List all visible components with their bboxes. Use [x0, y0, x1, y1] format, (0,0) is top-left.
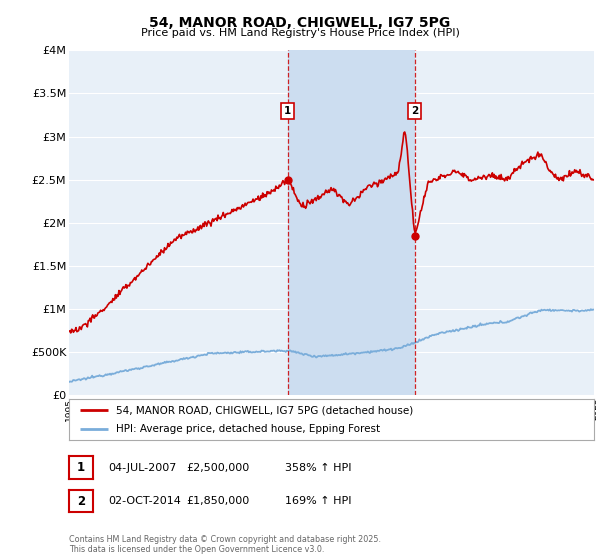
Text: 358% ↑ HPI: 358% ↑ HPI [285, 463, 352, 473]
Text: Contains HM Land Registry data © Crown copyright and database right 2025.
This d: Contains HM Land Registry data © Crown c… [69, 535, 381, 554]
Text: 04-JUL-2007: 04-JUL-2007 [108, 463, 176, 473]
Text: £1,850,000: £1,850,000 [186, 496, 249, 506]
Bar [288, 50, 415, 395]
Text: 169% ↑ HPI: 169% ↑ HPI [285, 496, 352, 506]
Text: 54, MANOR ROAD, CHIGWELL, IG7 5PG: 54, MANOR ROAD, CHIGWELL, IG7 5PG [149, 16, 451, 30]
Text: 1: 1 [284, 106, 292, 116]
Text: HPI: Average price, detached house, Epping Forest: HPI: Average price, detached house, Eppi… [116, 424, 380, 433]
Text: 54, MANOR ROAD, CHIGWELL, IG7 5PG (detached house): 54, MANOR ROAD, CHIGWELL, IG7 5PG (detac… [116, 405, 413, 415]
Text: £2,500,000: £2,500,000 [186, 463, 249, 473]
Text: 2: 2 [411, 106, 418, 116]
Text: 1: 1 [77, 461, 85, 474]
Text: 02-OCT-2014: 02-OCT-2014 [108, 496, 181, 506]
Text: 2: 2 [77, 494, 85, 508]
Text: Price paid vs. HM Land Registry's House Price Index (HPI): Price paid vs. HM Land Registry's House … [140, 28, 460, 38]
